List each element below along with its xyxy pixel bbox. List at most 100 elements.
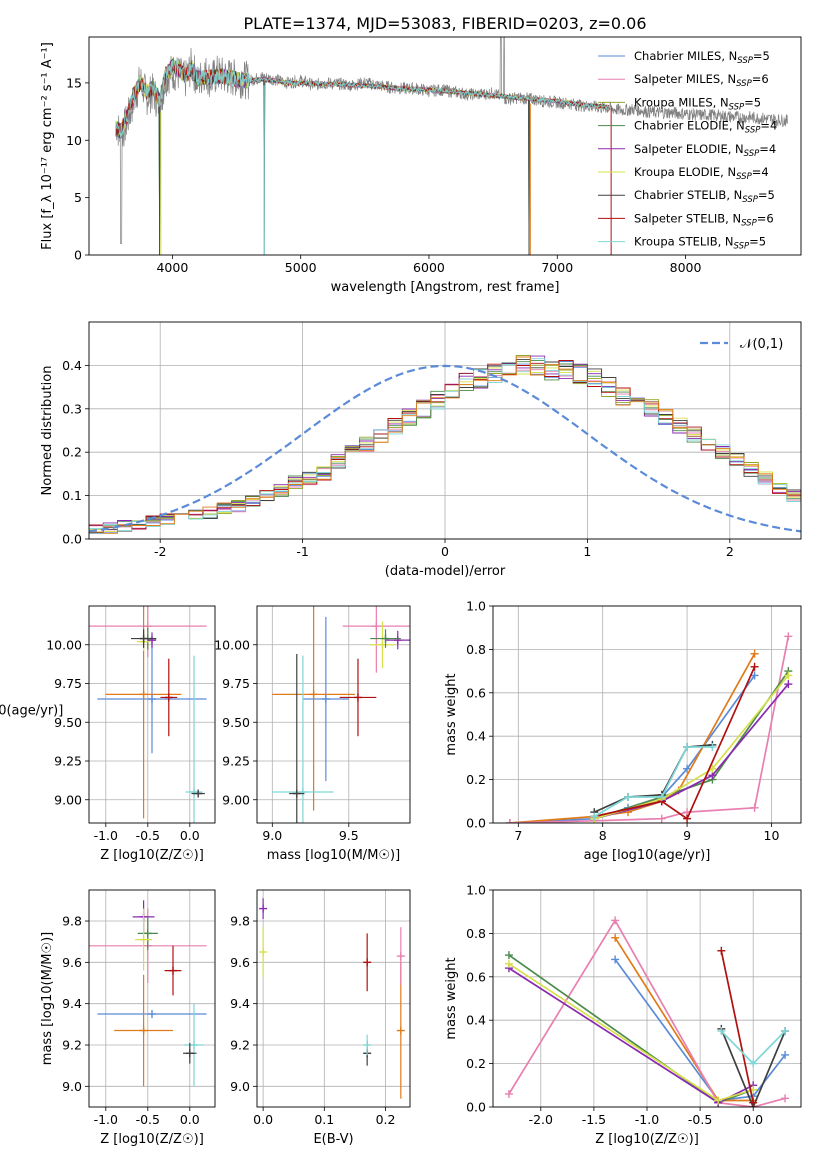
residual-histogram	[89, 367, 801, 539]
residuals-axes: -2 -1 0 1 2 0.0 0.1 0.2 0.3 0.4 (data-model)/error…	[40, 322, 801, 579]
residual-histogram	[89, 358, 801, 539]
model-salpeter-stelib	[115, 60, 609, 139]
x-tick-label: 0	[441, 544, 449, 559]
y-tick-label: 0.8	[466, 926, 486, 941]
y-tick-label: 0.2	[466, 1056, 486, 1071]
residual-histogram	[89, 360, 801, 539]
legend-value: =5	[758, 188, 775, 202]
age_vs_Z-axes: -1.0 -0.5 0.0 9.00 9.25 9.50 9.75 10.00 Z [log10…	[0, 606, 215, 863]
mass_vs_Z-axes: -1.0 -0.5 0.0 9.0 9.2 9.4 9.6 9.8 Z [log10(Z/Z☉)…	[40, 890, 215, 1147]
x-tick-label: -1.0	[635, 1112, 659, 1127]
weight-line	[508, 954, 754, 1104]
y-tick-label: 9.6	[62, 955, 82, 970]
x-axis-label: mass [log10(M/M☉)]	[267, 848, 400, 863]
x-tick-label: 0.0	[180, 828, 200, 843]
mass_vs_Z-plot	[89, 900, 207, 1087]
axes-frame	[88, 889, 216, 1108]
y-tick-label: 5	[74, 190, 82, 205]
axes-frame	[492, 605, 802, 824]
y-axis-label: mass weight	[444, 957, 459, 1039]
model-chabrier-elodie	[115, 60, 609, 255]
axes-frame	[256, 889, 411, 1108]
y-tick-label: 0.8	[466, 642, 486, 657]
subscript: SSP	[742, 195, 758, 205]
weight-line	[509, 636, 790, 823]
axes-frame	[88, 36, 802, 256]
y-tick-label: 9.00	[54, 792, 82, 807]
weight-line	[614, 958, 786, 1102]
legend-value: =5	[744, 95, 761, 109]
legend-value: =4	[759, 142, 776, 156]
mass_vs_EBV-axes: 0.0 0.1 0.2 9.0 9.2 9.4 9.6 9.8 E(B-V)	[230, 890, 410, 1147]
x-tick-label: -2	[154, 544, 166, 559]
x-axis-label: E(B-V)	[313, 1132, 353, 1147]
x-tick-label: 5000	[285, 260, 317, 275]
x-axis-label: Z [log10(Z/Z☉)]	[100, 1132, 204, 1147]
figure-title: PLATE=1374, MJD=53083, FIBERID=0203, z=0…	[243, 14, 646, 33]
weight-line	[720, 1028, 786, 1107]
x-tick-label: 0.0	[253, 1112, 273, 1127]
x-tick-label: 1	[583, 544, 591, 559]
y-tick-label: 9.8	[230, 914, 250, 929]
y-tick-label: 9.75	[222, 676, 250, 691]
subscript: SSP	[745, 126, 761, 136]
x-tick-label: -1.0	[94, 1112, 118, 1127]
y-tick-label: 9.75	[54, 676, 82, 691]
legend-value: =5	[753, 49, 770, 63]
x-tick-label: 9.0	[262, 828, 282, 843]
y-tick-label: 9.25	[222, 754, 250, 769]
subscript: SSP	[729, 102, 745, 112]
legend-value: =6	[757, 211, 774, 225]
y-axis-label: Normed distribution	[40, 366, 55, 496]
y-tick-label: 0.4	[466, 1013, 486, 1028]
residual-histogram	[89, 366, 801, 539]
x-axis-label: age [log10(age/yr)]	[584, 848, 711, 863]
spectrum-axes: 4000 5000 6000 7000 8000 0 5 10 15 wavelength [An…	[40, 42, 701, 295]
legend-label: Kroupa ELODIE, NSSP=4	[634, 165, 769, 182]
subscript: SSP	[744, 149, 760, 159]
x-tick-label: -1.0	[94, 828, 118, 843]
y-tick-label: 9.8	[62, 914, 82, 929]
age_vs_mass-axes: 9.0 9.5 9.00 9.25 9.50 9.75 10.00 mass [log10(M…	[214, 606, 410, 863]
y-tick-label: 0.2	[466, 772, 486, 787]
axes-frame	[492, 889, 802, 1108]
mass_vs_EBV-plot	[259, 898, 405, 1099]
axes-frame	[88, 321, 802, 540]
x-tick-label: 0.0	[180, 1112, 200, 1127]
spectrum-legend: Chabrier MILES, NSSP=5 Salpeter MILES, NS…	[598, 49, 777, 252]
x-tick-label: -0.5	[136, 1112, 160, 1127]
x-tick-label: -0.5	[136, 828, 160, 843]
y-tick-label: 9.0	[230, 1079, 250, 1094]
x-tick-label: 8	[599, 828, 607, 843]
y-tick-label: 9.0	[62, 1079, 82, 1094]
y-tick-label: 10	[66, 133, 82, 148]
histogram-plot	[89, 355, 801, 539]
weight-line	[594, 683, 789, 820]
legend-label: Chabrier ELODIE, NSSP=4	[634, 119, 777, 136]
x-tick-label: 9	[683, 828, 691, 843]
x-tick-label: 0.2	[376, 1112, 396, 1127]
weight-line	[508, 963, 754, 1102]
x-tick-label: 9.5	[339, 828, 359, 843]
x-axis-label: Z [log10(Z/Z☉)]	[595, 1132, 699, 1147]
y-tick-label: 0.4	[62, 358, 82, 373]
y-tick-label: 0.3	[62, 401, 82, 416]
x-axis-label: Z [log10(Z/Z☉)]	[100, 848, 204, 863]
data-spectrum	[115, 37, 789, 244]
model-kroupa-stelib	[115, 59, 609, 138]
subscript: SSP	[741, 218, 757, 228]
legend-label: Salpeter STELIB, NSSP=6	[634, 211, 774, 228]
x-tick-label: 4000	[156, 260, 188, 275]
y-tick-label: 15	[66, 75, 82, 90]
y-tick-label: 9.6	[230, 955, 250, 970]
y-axis-label: age [log10(age/yr)]	[0, 704, 63, 719]
y-tick-label: 9.2	[230, 1038, 250, 1053]
weight-line	[594, 666, 756, 820]
x-tick-label: -1.5	[582, 1112, 606, 1127]
y-tick-label: 10.00	[214, 637, 250, 652]
weight-line	[509, 653, 756, 823]
age_vs_mass-plot	[272, 606, 410, 823]
y-tick-label: 9.4	[62, 996, 82, 1011]
y-tick-label: 9.4	[230, 996, 250, 1011]
